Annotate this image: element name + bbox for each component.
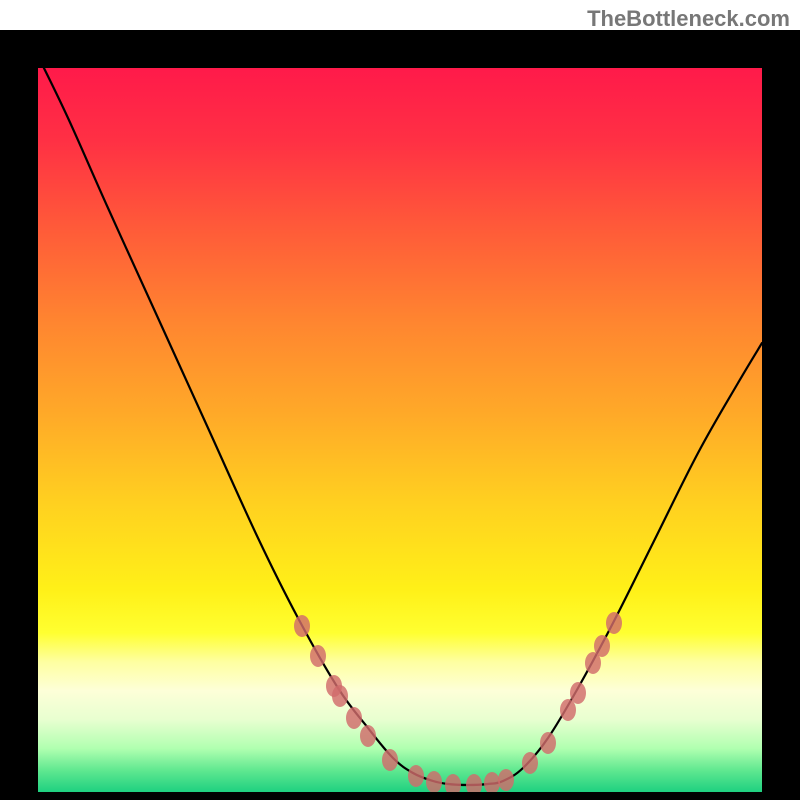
root-container: TheBottleneck.com [0,0,800,800]
data-marker [408,765,424,787]
data-marker [522,752,538,774]
data-marker [426,771,442,792]
data-marker [570,682,586,704]
data-marker [294,615,310,637]
watermark-text: TheBottleneck.com [587,6,790,32]
data-marker [560,699,576,721]
data-marker [498,769,514,791]
data-marker [310,645,326,667]
plot-area [38,68,762,792]
data-marker [466,774,482,792]
bottleneck-curve-chart [38,68,762,792]
data-marker [484,772,500,792]
data-marker [594,635,610,657]
data-marker [360,725,376,747]
curve-path [38,68,762,785]
data-marker [346,707,362,729]
data-marker [606,612,622,634]
chart-frame [0,30,800,800]
data-marker [332,685,348,707]
data-marker [540,732,556,754]
data-marker [445,774,461,792]
marker-group [294,612,622,792]
data-marker [382,749,398,771]
